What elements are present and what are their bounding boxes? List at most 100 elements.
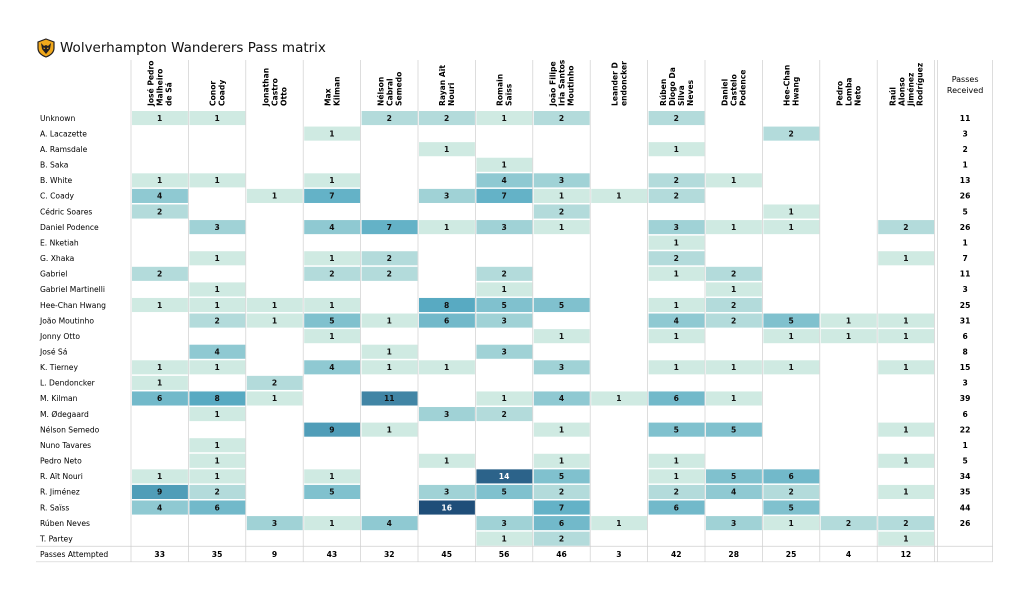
cell-value: 1 — [674, 301, 679, 310]
heatmap-cell — [533, 220, 590, 235]
heatmap-cells — [132, 111, 935, 546]
cell-value: 3 — [501, 347, 506, 356]
row-label: Nuno Tavares — [40, 441, 91, 450]
cell-value: 1 — [214, 285, 219, 294]
heatmap-cell — [419, 313, 475, 328]
heatmap-cell — [189, 391, 246, 406]
passes-attempted-value: 12 — [901, 550, 912, 559]
heatmap-cell — [878, 422, 935, 437]
column-header-line: Castelo — [730, 74, 739, 106]
heatmap-cell — [304, 188, 361, 203]
cell-value: 1 — [214, 254, 219, 263]
cell-value: 1 — [501, 394, 506, 403]
row-label: M. Ødegaard — [40, 410, 89, 419]
heatmap-cell — [132, 204, 188, 219]
column-header-line: Raúl — [888, 87, 897, 106]
heatmap-cell — [304, 313, 361, 328]
passes-received-value: 6 — [962, 332, 967, 341]
heatmap-cell — [533, 111, 590, 126]
cell-value: 1 — [903, 363, 908, 372]
cell-value: 1 — [157, 301, 162, 310]
heatmap-cell — [189, 360, 246, 375]
heatmap-cell — [132, 484, 188, 499]
heatmap-cell — [706, 360, 762, 375]
heatmap-cell — [706, 173, 762, 188]
passes-received-value: 15 — [960, 363, 971, 372]
cell-value: 1 — [559, 192, 564, 201]
column-header-line: Castro — [271, 78, 280, 106]
passes-attempted-value: 35 — [212, 550, 223, 559]
heatmap-cell — [591, 391, 648, 406]
cell-value: 5 — [501, 301, 506, 310]
cell-value: 2 — [559, 114, 564, 123]
row-label: Rúben Neves — [40, 519, 90, 528]
heatmap-cell — [476, 516, 533, 531]
row-label: João Moutinho — [39, 316, 94, 325]
heatmap-cell — [361, 516, 418, 531]
cell-value: 2 — [387, 114, 392, 123]
heatmap-cell — [246, 391, 303, 406]
cell-value: 2 — [387, 254, 392, 263]
heatmap-cell — [878, 453, 935, 468]
column-header-line: Moutinho — [567, 66, 576, 106]
cell-value: 1 — [272, 192, 277, 201]
heatmap-cell — [361, 220, 418, 235]
heatmap-cell — [476, 531, 533, 546]
row-label: B. White — [40, 176, 72, 185]
column-header-line: Malheiro — [156, 69, 165, 106]
heatmap-cell — [706, 469, 762, 484]
passes-received-value: 3 — [962, 285, 967, 294]
heatmap-cell — [361, 111, 418, 126]
cell-value: 7 — [501, 192, 506, 201]
cell-value: 4 — [559, 394, 564, 403]
cell-value: 1 — [272, 301, 277, 310]
heatmap-cell — [419, 360, 475, 375]
cell-value: 1 — [387, 425, 392, 434]
heatmap-cell — [648, 173, 705, 188]
column-header-line: João Filipe — [549, 61, 558, 107]
cell-value: 1 — [329, 472, 334, 481]
cell-value: 1 — [903, 457, 908, 466]
cell-value: 4 — [731, 488, 736, 497]
heatmap-cell — [763, 469, 820, 484]
heatmap-cell — [304, 469, 361, 484]
cell-value: 5 — [731, 472, 736, 481]
heatmap-cell — [533, 329, 590, 344]
row-label: Jonny Otto — [39, 332, 80, 341]
heatmap-cell — [132, 111, 188, 126]
heatmap-cell — [246, 313, 303, 328]
cell-value: 1 — [214, 441, 219, 450]
passes-received-value: 1 — [962, 161, 967, 170]
cell-value: 1 — [157, 176, 162, 185]
column-header-line: Neto — [854, 86, 863, 106]
row-label: Nélson Semedo — [40, 425, 100, 434]
passes-received-value: 13 — [960, 176, 971, 185]
cell-value: 5 — [731, 425, 736, 434]
heatmap-cell — [648, 220, 705, 235]
row-label: A. Lacazette — [40, 129, 87, 138]
column-header-line: Romain — [496, 74, 505, 106]
heatmap-cell — [419, 188, 475, 203]
cell-value: 9 — [157, 488, 162, 497]
cell-value: 3 — [214, 223, 219, 232]
column-header-line: Diogo Da — [668, 67, 677, 106]
passes-attempted-value: 4 — [846, 550, 851, 559]
heatmap-cell — [533, 188, 590, 203]
passes-received-value: 2 — [962, 145, 967, 154]
heatmap-cell — [763, 484, 820, 499]
column-header-line: Kilman — [332, 76, 341, 106]
heatmap-cell — [533, 360, 590, 375]
passes-attempted-value: 28 — [728, 550, 739, 559]
heatmap-cell — [706, 282, 762, 297]
heatmap-labels: José Pedro Malheiro de Sá Conor Coady Jonatha… — [39, 59, 983, 559]
heatmap-cell — [304, 126, 361, 141]
heatmap-cell — [132, 266, 188, 281]
cell-value: 6 — [788, 472, 793, 481]
row-label: E. Nketiah — [40, 238, 79, 247]
cell-value: 3 — [272, 519, 277, 528]
heatmap-cell — [878, 360, 935, 375]
heatmap-cell — [533, 453, 590, 468]
passes-received-value: 1 — [962, 238, 967, 247]
cell-value: 1 — [616, 394, 621, 403]
heatmap-cell — [648, 266, 705, 281]
